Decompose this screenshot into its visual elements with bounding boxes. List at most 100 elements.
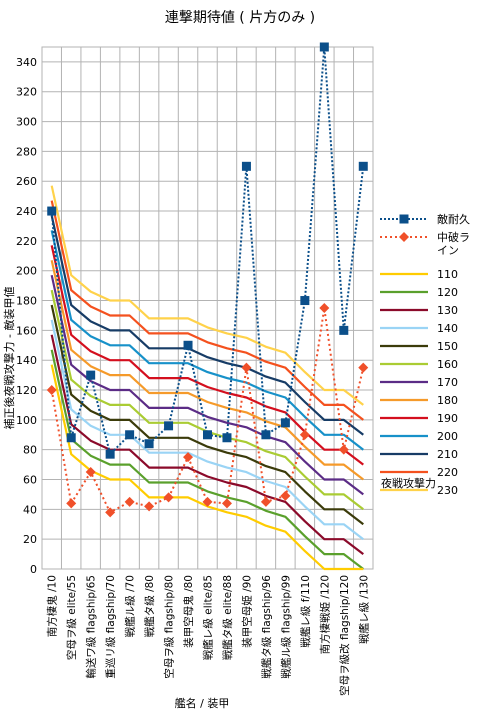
x-tick-label: 南方棲戦姫 /120 bbox=[318, 575, 331, 654]
legend-label: 230 bbox=[437, 484, 458, 497]
x-tick-label: 南方棲鬼 /10 bbox=[46, 575, 59, 637]
y-tick-label: 120 bbox=[16, 384, 37, 397]
x-tick-label: 空母ヲ級 elite/55 bbox=[65, 575, 78, 660]
data-point-中破ライン bbox=[183, 452, 194, 463]
x-tick-label: 装甲空母鬼 /80 bbox=[182, 575, 195, 648]
data-point-中破ライン bbox=[221, 498, 232, 509]
legend-label: 190 bbox=[437, 412, 458, 425]
legend-label: 160 bbox=[437, 358, 458, 371]
y-tick-label: 180 bbox=[16, 295, 37, 308]
x-tick-label: 戦艦レ級 f/110 bbox=[299, 575, 312, 648]
data-point-敵耐久 bbox=[125, 430, 135, 440]
data-point-敵耐久 bbox=[319, 42, 329, 52]
legend-item: 140 bbox=[380, 322, 458, 335]
data-point-中破ライン bbox=[280, 490, 291, 501]
series-line-190 bbox=[50, 245, 364, 466]
legend-label: 敵耐久 bbox=[437, 213, 470, 226]
series-line-200 bbox=[50, 230, 364, 451]
data-point-敵耐久 bbox=[86, 370, 96, 380]
legend-label: 150 bbox=[437, 340, 458, 353]
series-line-150 bbox=[50, 304, 364, 526]
series-line-180 bbox=[50, 260, 364, 481]
data-point-敵耐久 bbox=[280, 418, 290, 428]
legend-item: 敵耐久 bbox=[380, 213, 470, 226]
data-point-敵耐久 bbox=[105, 449, 115, 459]
x-tick-label: 輸送ワ級 flagship/65 bbox=[85, 575, 98, 679]
legend-label: 220 bbox=[437, 466, 458, 479]
x-tick-label: 重巡リ級 flagship/70 bbox=[104, 575, 117, 679]
legend-marker bbox=[399, 214, 409, 224]
series-line-210 bbox=[50, 215, 364, 436]
x-axis-title: 艦名 / 装甲 bbox=[175, 696, 230, 710]
data-point-敵耐久 bbox=[300, 296, 310, 306]
y-tick-label: 40 bbox=[23, 503, 37, 516]
x-tick-label: 戦艦ル級 flagship/99 bbox=[279, 575, 292, 679]
y-tick-label: 300 bbox=[16, 116, 37, 129]
x-tick-label: 空母ヲ級 flagship/80 bbox=[163, 575, 176, 679]
plot-frame bbox=[41, 46, 374, 570]
data-point-中破ライン bbox=[46, 385, 57, 396]
series-line-130 bbox=[50, 334, 364, 555]
y-tick-label: 340 bbox=[16, 56, 37, 69]
x-tick-label: 戦艦タ級 /80 bbox=[143, 575, 156, 637]
legend-label: 180 bbox=[437, 394, 458, 407]
data-point-敵耐久 bbox=[358, 161, 368, 171]
data-point-中破ライン bbox=[124, 496, 135, 507]
legend-item: 110 bbox=[380, 268, 458, 281]
data-point-中破ライン bbox=[85, 467, 96, 478]
legend-item: 210 bbox=[380, 448, 458, 461]
legend-item: 220 bbox=[380, 466, 458, 479]
x-tick-label: 戦艦タ級 elite/88 bbox=[221, 575, 234, 660]
legend-item: 200 bbox=[380, 430, 458, 443]
y-tick-label: 220 bbox=[16, 235, 37, 248]
y-tick-label: 280 bbox=[16, 145, 37, 158]
legend-item: 170 bbox=[380, 376, 458, 389]
data-point-中破ライン bbox=[105, 507, 116, 518]
data-point-敵耐久 bbox=[164, 421, 174, 431]
plot-area: 0 20 40 60 80 100 120 140 160 180 200 220 240 260 280 3… bbox=[16, 42, 374, 696]
legend-item: 190 bbox=[380, 412, 458, 425]
y-tick-label: 320 bbox=[16, 86, 37, 99]
data-point-敵耐久 bbox=[339, 325, 349, 335]
x-tick-label: 戦艦タ級 flagship/96 bbox=[260, 575, 273, 679]
data-point-中破ライン bbox=[260, 496, 271, 507]
legend-label: イン bbox=[437, 244, 459, 257]
legend-label: 130 bbox=[437, 304, 458, 317]
legend-label: 140 bbox=[437, 322, 458, 335]
data-point-中破ライン bbox=[144, 501, 155, 512]
data-point-中破ライン bbox=[66, 498, 77, 509]
y-tick-label: 60 bbox=[23, 474, 37, 487]
y-tick-label: 80 bbox=[23, 444, 37, 457]
legend-item: 180 bbox=[380, 394, 458, 407]
y-axis-title: 補正後夜戦攻撃力 - 敵装甲値 bbox=[2, 287, 16, 430]
data-point-敵耐久 bbox=[47, 206, 57, 216]
y-tick-label: 20 bbox=[23, 533, 37, 546]
x-tick-label: 戦艦レ級 elite/85 bbox=[202, 575, 215, 660]
data-point-中破ライン bbox=[202, 496, 213, 507]
y-tick-label: 0 bbox=[30, 563, 37, 576]
legend-item: 120 bbox=[380, 286, 458, 299]
legend-marker bbox=[399, 232, 409, 242]
data-point-敵耐久 bbox=[241, 161, 251, 171]
x-tick-label: 戦艦レ級 /130 bbox=[357, 575, 370, 644]
legend-item: 150 bbox=[380, 340, 458, 353]
data-point-敵耐久 bbox=[183, 340, 193, 350]
data-point-敵耐久 bbox=[261, 430, 271, 440]
data-point-敵耐久 bbox=[66, 433, 76, 443]
x-tick-label: 装甲空母姫 /90 bbox=[240, 575, 253, 648]
data-point-中破ライン bbox=[299, 429, 310, 440]
series-line-中破ライン bbox=[50, 307, 365, 514]
data-point-敵耐久 bbox=[144, 439, 154, 449]
data-point-中破ライン bbox=[241, 362, 252, 373]
y-tick-label: 240 bbox=[16, 205, 37, 218]
data-point-中破ライン bbox=[319, 303, 330, 313]
series-line-170 bbox=[50, 274, 364, 496]
chart-title: 連撃期待値 ( 片方のみ ) bbox=[165, 10, 315, 26]
y-tick-label: 160 bbox=[16, 324, 37, 337]
data-point-敵耐久 bbox=[203, 430, 212, 440]
series-line-140 bbox=[50, 319, 364, 541]
data-point-中破ライン bbox=[338, 444, 349, 455]
